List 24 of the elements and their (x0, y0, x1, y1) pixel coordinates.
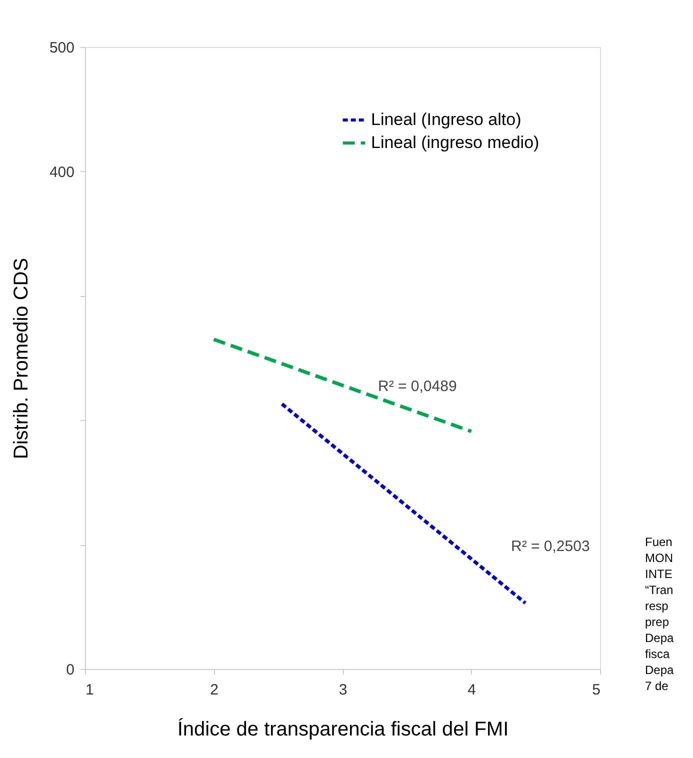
y-tick-label: 500 (49, 40, 74, 56)
text: Depa (645, 663, 674, 677)
x-tick-label: 5 (592, 682, 600, 698)
text: prep (645, 615, 670, 629)
legend-label: Lineal (Ingreso alto) (371, 110, 522, 129)
text: INTE (645, 567, 672, 581)
text: Depa (645, 631, 674, 645)
x-axis-title: Índice de transparencia fiscal del FMI (177, 718, 509, 740)
y-tick-label: 400 (49, 164, 74, 181)
y-tick-label: 0 (66, 662, 74, 678)
x-tick-label: 3 (338, 682, 348, 698)
annotation: R² = 0,0489 (378, 378, 457, 395)
text: resp (645, 599, 669, 613)
text: fisca (645, 647, 670, 661)
legend-label: Lineal (ingreso medio) (371, 133, 540, 152)
x-tick-label: 1 (86, 682, 94, 698)
text: “Tran (645, 583, 674, 597)
text: Fuen (645, 535, 672, 549)
x-tick-label: 4 (468, 682, 476, 698)
y-axis-title: Distrib. Promedio CDS (10, 258, 32, 460)
text: MON (645, 551, 673, 565)
x-tick-label: 2 (210, 682, 218, 698)
annotation: R² = 0,2503 (511, 538, 590, 555)
text: 7 de (645, 679, 669, 693)
